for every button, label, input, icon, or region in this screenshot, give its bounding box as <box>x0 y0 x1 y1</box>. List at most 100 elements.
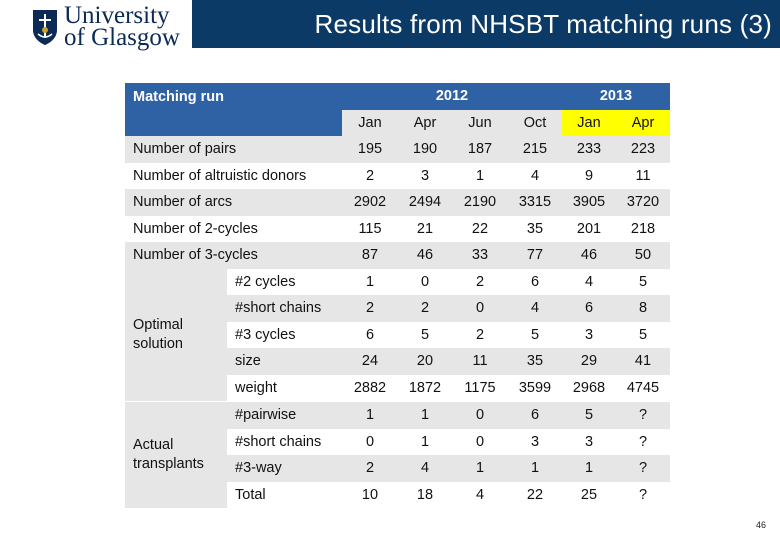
row-label: Number of arcs <box>125 189 342 216</box>
table-row: Number of 2-cycles 115 21 22 35 201 218 <box>125 215 670 242</box>
logo-line-2: of Glasgow <box>64 24 180 51</box>
table-cell: 0 <box>398 268 452 295</box>
month-header: Apr <box>398 109 452 136</box>
results-table-container: Matching run 2012 2013 Jan Apr Jun Oct Jan Apr Nu… <box>125 83 670 508</box>
row-label: Number of altruistic donors <box>125 162 342 189</box>
row-label: Number of pairs <box>125 136 342 163</box>
table-cell: 2 <box>342 295 398 322</box>
table-cell: 4 <box>398 455 452 482</box>
table-cell: 24 <box>342 348 398 375</box>
table-cell: 1872 <box>398 374 452 401</box>
table-cell: 195 <box>342 136 398 163</box>
table-cell: 5 <box>508 321 562 348</box>
sub-row-label: #3 cycles <box>227 321 342 348</box>
group-label-line-2: solution <box>133 335 183 352</box>
month-header: Jan <box>562 109 616 136</box>
table-header-row: Matching run 2012 2013 <box>125 83 670 136</box>
university-crest-icon <box>33 10 57 45</box>
table-cell: 3720 <box>616 189 670 216</box>
table-cell: 46 <box>398 242 452 269</box>
table-cell: 25 <box>562 481 616 508</box>
table-cell: 8 <box>616 295 670 322</box>
year-header: 2012 <box>342 83 562 110</box>
table-row: size 24 20 11 35 29 41 <box>125 348 670 375</box>
table-cell: 3905 <box>562 189 616 216</box>
logo-line-1: University <box>64 2 170 29</box>
sub-row-label: #pairwise <box>227 401 342 429</box>
table-cell: 4 <box>508 295 562 322</box>
table-cell: 1175 <box>452 374 508 401</box>
table-cell: 4 <box>452 481 508 508</box>
table-cell: 3599 <box>508 374 562 401</box>
month-header: Jan <box>342 109 398 136</box>
year-header: 2013 <box>562 83 670 110</box>
table-cell: 2 <box>452 268 508 295</box>
table-cell: 223 <box>616 136 670 163</box>
page-number: 46 <box>755 520 766 530</box>
table-row: Number of 3-cycles 87 46 33 77 46 50 <box>125 242 670 269</box>
month-header: Oct <box>508 109 562 136</box>
group-label-line-1: Optimal <box>133 316 183 333</box>
table-cell: 3 <box>562 428 616 455</box>
table-cell: 6 <box>508 268 562 295</box>
table-cell: 22 <box>508 481 562 508</box>
month-header: Jun <box>452 109 508 136</box>
table-cell: ? <box>616 428 670 455</box>
table-cell: 190 <box>398 136 452 163</box>
slide-header: University of Glasgow Results from NHSBT… <box>0 0 780 58</box>
table-cell: 4 <box>562 268 616 295</box>
sub-row-label: Total <box>227 481 342 508</box>
row-label: Number of 2-cycles <box>125 215 342 242</box>
table-cell: 22 <box>452 215 508 242</box>
table-cell: 2 <box>342 162 398 189</box>
table-cell: 20 <box>398 348 452 375</box>
table-cell: 5 <box>562 401 616 429</box>
table-cell: 2 <box>452 321 508 348</box>
table-cell: 218 <box>616 215 670 242</box>
table-cell: 1 <box>398 401 452 429</box>
table-cell: 5 <box>398 321 452 348</box>
table-cell: 2 <box>398 295 452 322</box>
table-cell: 1 <box>342 401 398 429</box>
table-cell: 29 <box>562 348 616 375</box>
table-row: Number of arcs 2902 2494 2190 3315 3905 3720 <box>125 189 670 216</box>
table-cell: 215 <box>508 136 562 163</box>
sub-row-label: weight <box>227 374 342 401</box>
table-cell: 11 <box>616 162 670 189</box>
month-header: Apr <box>616 109 670 136</box>
corner-label: Matching run <box>125 83 342 136</box>
month-header-row: Jan Apr Jun Oct Jan Apr <box>125 109 670 136</box>
table-row: Number of altruistic donors 2 3 1 4 9 11 <box>125 162 670 189</box>
table-cell: 2190 <box>452 189 508 216</box>
table-cell: 1 <box>562 455 616 482</box>
group-label: Optimal solution <box>125 268 227 401</box>
table-cell: 46 <box>562 242 616 269</box>
table-cell: 5 <box>616 268 670 295</box>
table-cell: ? <box>616 481 670 508</box>
table-cell: 9 <box>562 162 616 189</box>
row-label: Number of 3-cycles <box>125 242 342 269</box>
table-cell: 10 <box>342 481 398 508</box>
table-cell: 1 <box>342 268 398 295</box>
sub-row-label: #2 cycles <box>227 268 342 295</box>
slide-title: Results from NHSBT matching runs (3) <box>314 9 772 39</box>
table-cell: 1 <box>452 455 508 482</box>
table-cell: 4 <box>508 162 562 189</box>
group-label-line-1: Actual <box>133 437 174 453</box>
sub-row-label: size <box>227 348 342 375</box>
table-cell: 0 <box>452 295 508 322</box>
table-cell: 1 <box>508 455 562 482</box>
table-row: Number of pairs 195 190 187 215 233 223 <box>125 136 670 163</box>
table-cell: 21 <box>398 215 452 242</box>
table-cell: 4745 <box>616 374 670 401</box>
table-cell: ? <box>616 455 670 482</box>
table-cell: 50 <box>616 242 670 269</box>
table-cell: 201 <box>562 215 616 242</box>
table-cell: 11 <box>452 348 508 375</box>
table-row: #3-way 2 4 1 1 1? <box>125 455 670 482</box>
table-cell: 6 <box>508 401 562 429</box>
table-row: #short chains 2 2 0 4 6 8 <box>125 295 670 322</box>
group-label: Actual transplants <box>125 401 227 508</box>
table-row: Total 10 18 4 22 25? <box>125 481 670 508</box>
table-cell: 35 <box>508 215 562 242</box>
